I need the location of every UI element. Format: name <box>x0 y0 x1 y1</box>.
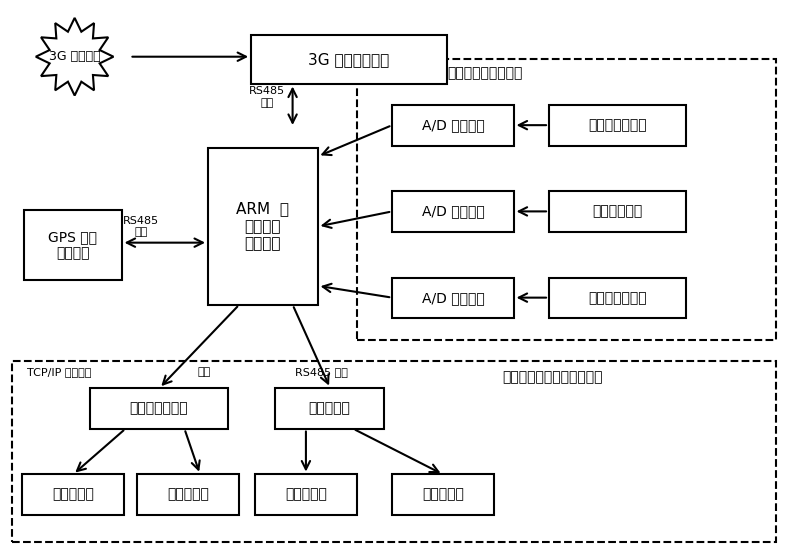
Text: 应力应变仪: 应力应变仪 <box>309 402 350 415</box>
Text: RS485
接口: RS485 接口 <box>123 216 159 237</box>
FancyBboxPatch shape <box>549 278 686 318</box>
FancyBboxPatch shape <box>208 148 318 305</box>
FancyBboxPatch shape <box>392 105 514 146</box>
Text: RS485 接口: RS485 接口 <box>295 367 348 377</box>
FancyBboxPatch shape <box>138 475 239 515</box>
Text: 应力传感器: 应力传感器 <box>285 488 327 502</box>
Text: TCP/IP 网络接口: TCP/IP 网络接口 <box>26 367 91 377</box>
FancyBboxPatch shape <box>22 475 124 515</box>
Text: 海水盐度传感器: 海水盐度传感器 <box>588 291 647 305</box>
Text: 风向风速传感器: 风向风速传感器 <box>588 118 647 133</box>
Text: 应力传感器: 应力传感器 <box>52 488 94 502</box>
Text: 温湿度传感器: 温湿度传感器 <box>593 205 642 219</box>
FancyBboxPatch shape <box>549 191 686 232</box>
FancyBboxPatch shape <box>255 475 357 515</box>
FancyBboxPatch shape <box>392 278 514 318</box>
Text: A/D 转换模块: A/D 转换模块 <box>422 118 484 133</box>
Text: ARM  嵌
入式中心
处理单元: ARM 嵌 入式中心 处理单元 <box>236 202 290 251</box>
Text: 择一: 择一 <box>198 367 210 377</box>
FancyBboxPatch shape <box>392 475 494 515</box>
Text: GPS 变形
测量系统: GPS 变形 测量系统 <box>48 230 97 261</box>
FancyBboxPatch shape <box>90 388 227 428</box>
Text: 应变传感器: 应变传感器 <box>167 488 210 502</box>
Text: 桥梁结构应力应变监测系统: 桥梁结构应力应变监测系统 <box>502 370 602 384</box>
Polygon shape <box>36 18 114 96</box>
FancyBboxPatch shape <box>392 191 514 232</box>
Text: 3G 无线网络: 3G 无线网络 <box>49 50 101 63</box>
FancyBboxPatch shape <box>251 35 447 84</box>
Text: A/D 转换模块: A/D 转换模块 <box>422 291 484 305</box>
Text: 3G 无线通信模块: 3G 无线通信模块 <box>309 52 390 67</box>
FancyBboxPatch shape <box>274 388 384 428</box>
Text: 光纤光栅解调仪: 光纤光栅解调仪 <box>130 402 188 415</box>
FancyBboxPatch shape <box>549 105 686 146</box>
Text: 应变传感器: 应变传感器 <box>422 488 464 502</box>
Text: 桥梁环境监测子系统: 桥梁环境监测子系统 <box>447 66 522 80</box>
Text: A/D 转换模块: A/D 转换模块 <box>422 205 484 219</box>
FancyBboxPatch shape <box>24 210 122 280</box>
Text: RS485
接口: RS485 接口 <box>249 86 285 108</box>
